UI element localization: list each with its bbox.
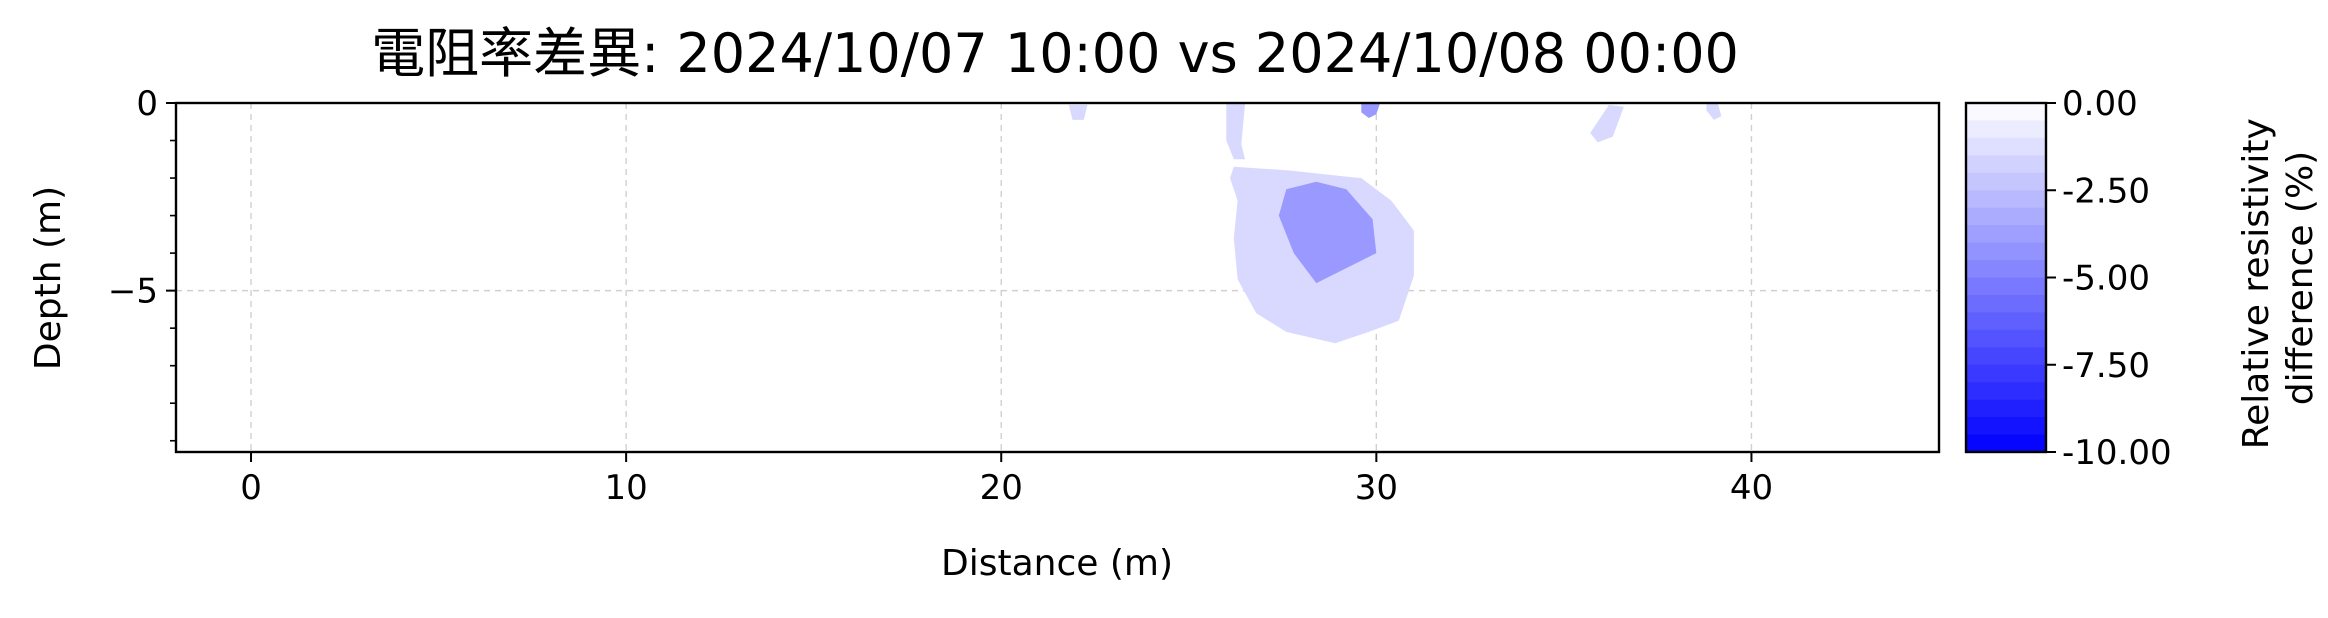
contour-region [1226,103,1246,160]
colorbar-tick-label: -2.50 [2062,171,2150,211]
colorbar-band [1966,190,2046,209]
x-axis-label: Distance (m) [941,543,1173,584]
colorbar-label-line2: difference (%) [2280,151,2321,405]
colorbar-tick-label: -7.50 [2062,346,2150,386]
y-tick-label: −5 [108,272,158,312]
contour-region [1590,104,1624,143]
colorbar-tick-label: -5.00 [2062,259,2150,299]
colorbar-band [1966,382,2046,401]
colorbar-band [1966,434,2046,453]
x-tick-label: 30 [1355,468,1398,508]
x-tick-label: 20 [980,468,1023,508]
y-tick-label: 0 [136,84,158,124]
colorbar: 0.00 -2.50 -5.00 -7.50 -10.00 [1966,84,2172,473]
grid-layer [176,102,1939,452]
colorbar-band [1966,277,2046,296]
contour-region [1361,103,1381,118]
colorbar-band [1966,417,2046,436]
contour-layer [1068,103,1722,344]
colorbar-band [1966,399,2046,418]
axis-layer: 0 10 20 30 40 0 −5 [108,84,1773,508]
contour-region [1278,181,1377,284]
colorbar-band [1966,172,2046,191]
x-tick-label: 10 [604,468,647,508]
plot-frame [174,101,1941,454]
colorbar-tick-label: 0.00 [2062,84,2138,124]
colorbar-label-line1: Relative resistivity [2236,118,2277,449]
colorbar-band [1966,312,2046,331]
colorbar-frame [1964,101,2048,454]
contour-region [1068,104,1088,120]
colorbar-band [1966,120,2046,139]
chart-title: 電阻率差異: 2024/10/07 10:00 vs 2024/10/08 00… [371,22,1739,85]
x-tick-label: 40 [1730,468,1773,508]
colorbar-band [1966,242,2046,261]
colorbar-band [1966,137,2046,156]
y-axis-label: Depth (m) [28,186,69,370]
colorbar-label: Relative resistivity difference (%) [2236,107,2321,450]
colorbar-band [1966,155,2046,174]
colorbar-band [1966,260,2046,279]
colorbar-band [1966,294,2046,313]
colorbar-tick-label: -10.00 [2062,433,2172,473]
colorbar-band [1966,364,2046,383]
colorbar-band [1966,207,2046,226]
colorbar-band [1966,225,2046,244]
x-tick-label: 0 [240,468,262,508]
contour-region [1706,103,1722,120]
colorbar-band [1966,103,2046,122]
colorbar-band [1966,347,2046,366]
colorbar-band [1966,329,2046,348]
